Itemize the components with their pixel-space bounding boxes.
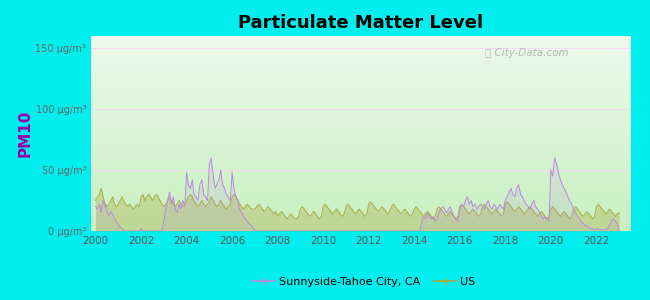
Text: ⌕ City-Data.com: ⌕ City-Data.com xyxy=(485,48,569,58)
Title: Particulate Matter Level: Particulate Matter Level xyxy=(238,14,484,32)
Y-axis label: PM10: PM10 xyxy=(18,110,32,157)
Legend: Sunnyside-Tahoe City, CA, US: Sunnyside-Tahoe City, CA, US xyxy=(248,273,480,291)
